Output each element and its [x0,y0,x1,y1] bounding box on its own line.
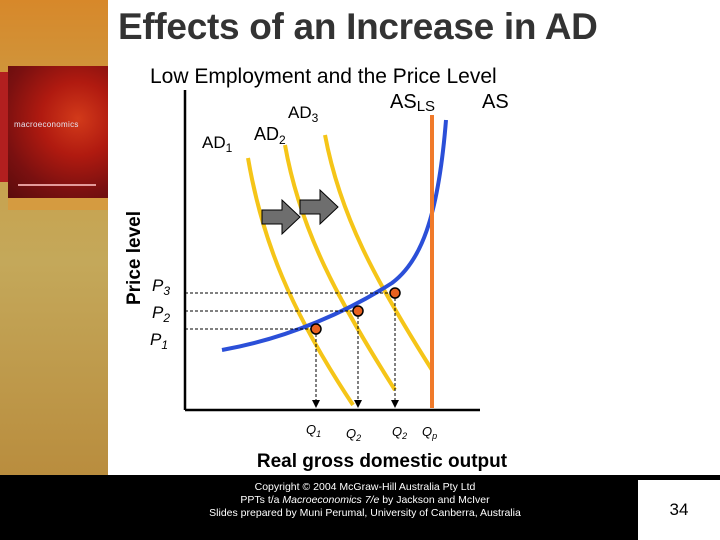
shift-arrow-2 [299,188,339,226]
copyright-notice: Copyright © 2004 McGraw-Hill Australia P… [150,481,580,520]
cover-band [8,198,108,210]
shift-arrows [261,188,339,236]
page-number: 34 [669,500,689,519]
q1-label: Q1 [306,422,321,439]
ad3-curve [323,134,434,372]
slide-title: Effects of an Increase in AD [118,6,598,47]
q2b-arrowhead [391,400,399,408]
cover-image [8,66,108,198]
q2a-arrowhead [354,400,362,408]
cover-title: macroeconomics [14,120,79,129]
asls-label: ASLS [390,91,435,115]
p1-label: P1 [150,330,168,352]
as-label: AS [482,91,509,113]
ad1-label: AD1 [202,133,233,155]
copyright-line-1: Copyright © 2004 McGraw-Hill Australia P… [254,481,476,493]
q1-arrowhead [312,400,320,408]
ad-as-diagram: Price level AD1 AD2 AD3 ASLS AS P3 P2 P1… [124,90,509,472]
ad3-label: AD3 [288,103,319,125]
slide-subtitle: Low Employment and the Price Level [150,65,497,88]
equilibrium-point-3 [389,287,401,299]
page-number-box [638,480,720,540]
copyright-line-3: Slides prepared by Muni Perumal, Univers… [209,507,521,519]
q2a-label: Q2 [346,426,361,443]
p2-label: P2 [152,303,170,325]
shift-arrow-1 [261,198,301,236]
book-cover-strip: macroeconomics [0,0,108,475]
equilibrium-point-2 [352,305,364,317]
as-curve [221,119,448,352]
y-axis-label: Price level [124,211,145,305]
title-bar [108,0,720,56]
ad1-curve [246,157,355,407]
cover-divider [18,184,96,186]
q2b-label: Q2 [392,424,407,441]
guide-arrowheads [312,400,399,408]
p3-label: P3 [152,276,170,298]
ad2-curve [283,144,397,392]
ad2-label: AD2 [254,124,286,147]
qp-label: Qp [422,424,437,441]
copyright-line-2: PPTs t/a Macroeconomics 7/e by Jackson a… [240,494,490,506]
footer-bar [0,475,720,540]
x-axis-label: Real gross domestic output [257,451,508,472]
equilibrium-point-1 [310,323,322,335]
cover-spine [0,72,8,182]
guide-lines [185,292,396,405]
